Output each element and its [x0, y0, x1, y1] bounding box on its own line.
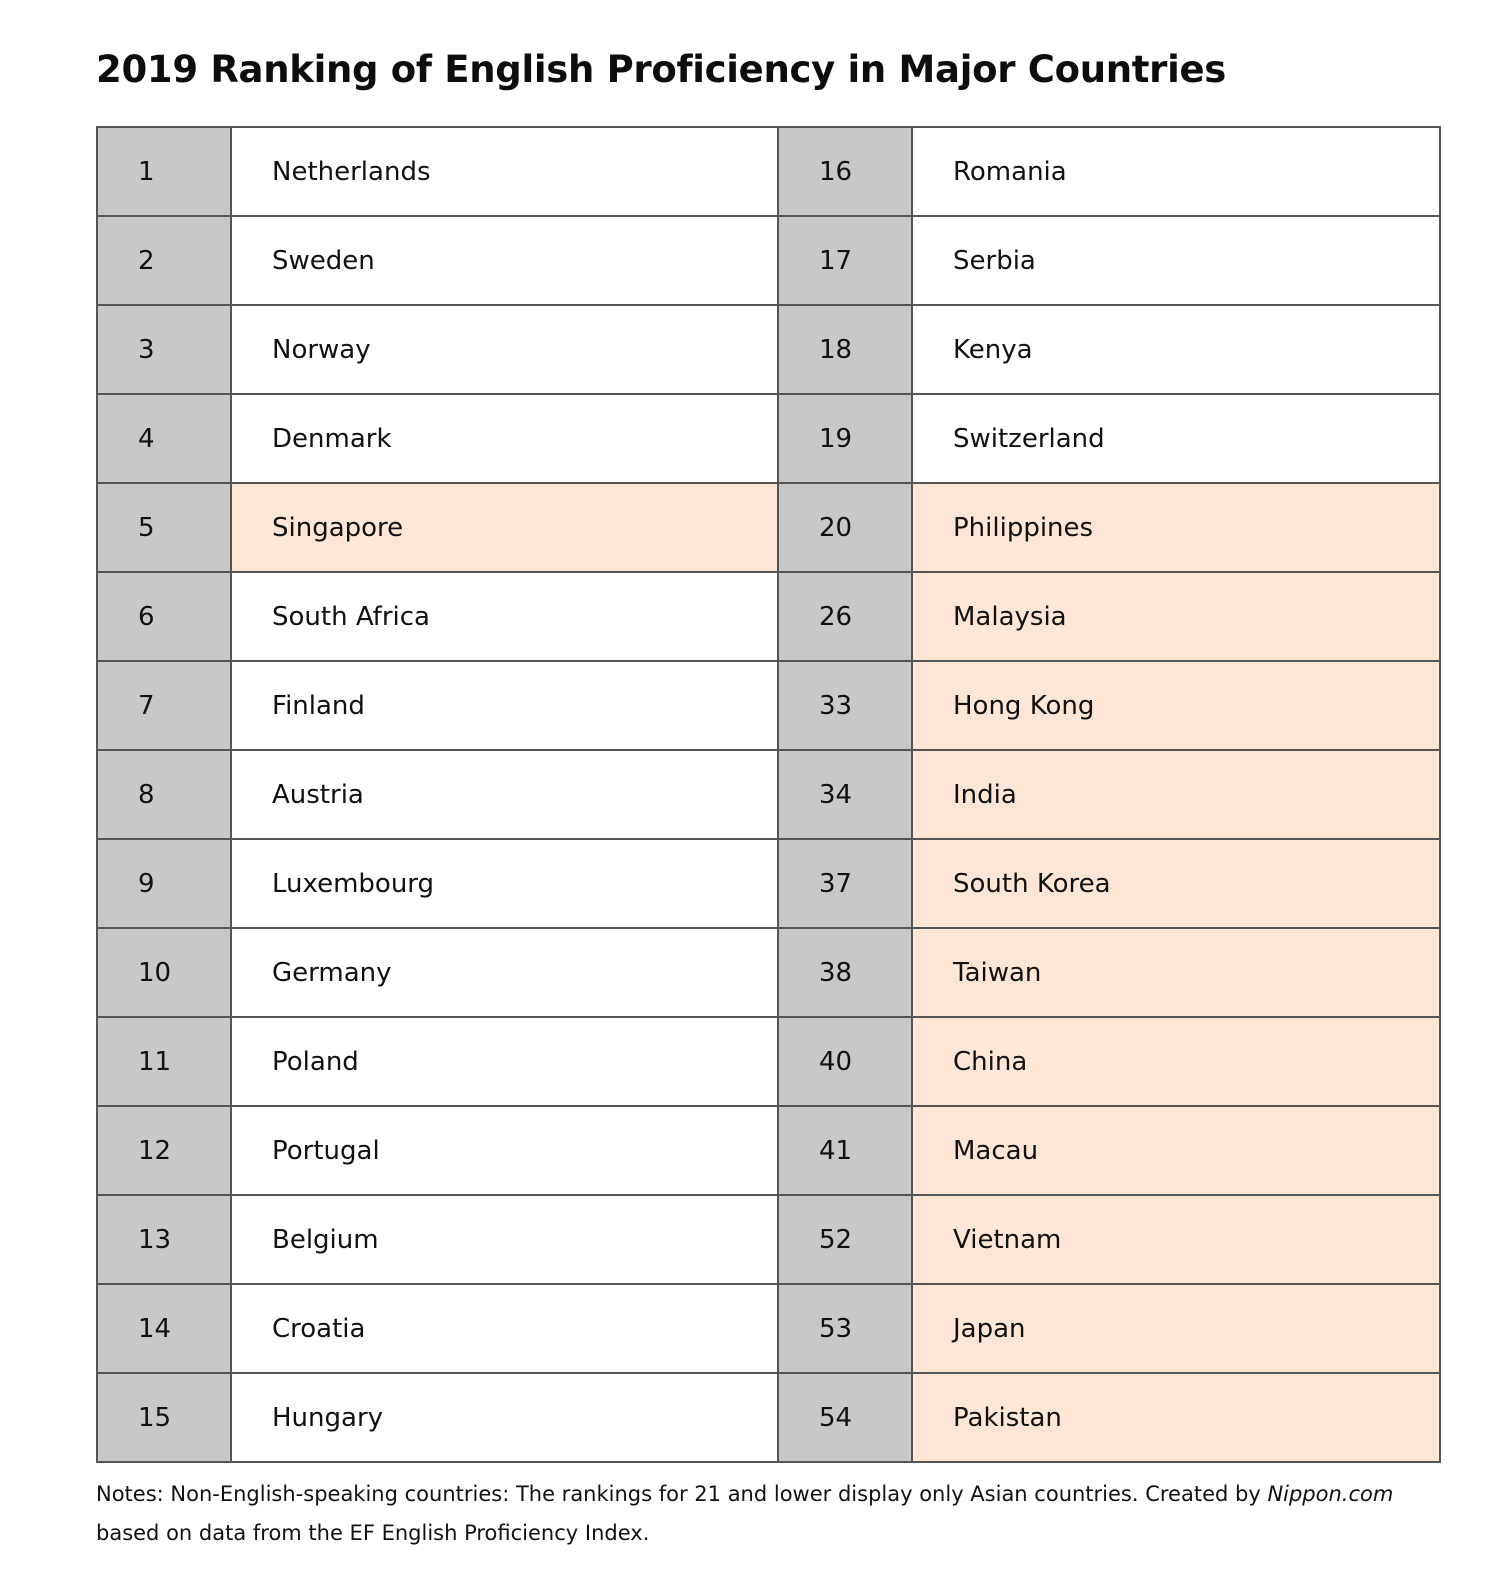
- notes: Notes: Non-English-speaking countries: T…: [96, 1475, 1426, 1553]
- rank-cell: 26: [777, 571, 913, 662]
- country-cell: Portugal: [230, 1105, 779, 1196]
- rank-cell: 18: [777, 304, 913, 395]
- country-cell: Vietnam: [911, 1194, 1441, 1285]
- table-row: 7 Finland 33 Hong Kong: [96, 660, 1441, 751]
- table-row: 5 Singapore 20 Philippines: [96, 482, 1441, 573]
- country-cell: Romania: [911, 126, 1441, 217]
- notes-text-2: based on data from the EF English Profic…: [96, 1521, 650, 1545]
- rank-cell: 20: [777, 482, 913, 573]
- country-cell: Philippines: [911, 482, 1441, 573]
- table-row: 3 Norway 18 Kenya: [96, 304, 1441, 395]
- rank-cell: 11: [96, 1016, 232, 1107]
- country-cell: Macau: [911, 1105, 1441, 1196]
- country-cell: Japan: [911, 1283, 1441, 1374]
- country-cell: Netherlands: [230, 126, 779, 217]
- table-row: 2 Sweden 17 Serbia: [96, 215, 1441, 306]
- rank-cell: 7: [96, 660, 232, 751]
- country-cell: Hong Kong: [911, 660, 1441, 751]
- rank-cell: 16: [777, 126, 913, 217]
- source-name: Nippon.com: [1267, 1482, 1394, 1506]
- table-row: 10 Germany 38 Taiwan: [96, 927, 1441, 1018]
- rank-cell: 9: [96, 838, 232, 929]
- table-row: 14 Croatia 53 Japan: [96, 1283, 1441, 1374]
- rank-cell: 8: [96, 749, 232, 840]
- table-row: 9 Luxembourg 37 South Korea: [96, 838, 1441, 929]
- country-cell: Finland: [230, 660, 779, 751]
- table-row: 12 Portugal 41 Macau: [96, 1105, 1441, 1196]
- table-row: 13 Belgium 52 Vietnam: [96, 1194, 1441, 1285]
- rank-cell: 2: [96, 215, 232, 306]
- country-cell: Serbia: [911, 215, 1441, 306]
- country-cell: Poland: [230, 1016, 779, 1107]
- rank-cell: 41: [777, 1105, 913, 1196]
- ranking-table: 1 Netherlands 16 Romania 2 Sweden 17 Serbia 3 Nor…: [96, 126, 1441, 1463]
- rank-cell: 19: [777, 393, 913, 484]
- rank-cell: 6: [96, 571, 232, 662]
- country-cell: Belgium: [230, 1194, 779, 1285]
- table-row: 1 Netherlands 16 Romania: [96, 126, 1441, 217]
- rank-cell: 5: [96, 482, 232, 573]
- country-cell: Kenya: [911, 304, 1441, 395]
- country-cell: Singapore: [230, 482, 779, 573]
- rank-cell: 15: [96, 1372, 232, 1463]
- table-row: 8 Austria 34 India: [96, 749, 1441, 840]
- country-cell: South Korea: [911, 838, 1441, 929]
- country-cell: Switzerland: [911, 393, 1441, 484]
- rank-cell: 12: [96, 1105, 232, 1196]
- rank-cell: 34: [777, 749, 913, 840]
- country-cell: Taiwan: [911, 927, 1441, 1018]
- country-cell: Pakistan: [911, 1372, 1441, 1463]
- rank-cell: 17: [777, 215, 913, 306]
- notes-text: Notes: Non-English-speaking countries: T…: [96, 1482, 1268, 1506]
- table-row: 4 Denmark 19 Switzerland: [96, 393, 1441, 484]
- table-row: 11 Poland 40 China: [96, 1016, 1441, 1107]
- rank-cell: 14: [96, 1283, 232, 1374]
- rank-cell: 38: [777, 927, 913, 1018]
- country-cell: Malaysia: [911, 571, 1441, 662]
- rank-cell: 37: [777, 838, 913, 929]
- rank-cell: 13: [96, 1194, 232, 1285]
- rank-cell: 53: [777, 1283, 913, 1374]
- rank-cell: 3: [96, 304, 232, 395]
- rank-cell: 1: [96, 126, 232, 217]
- country-cell: India: [911, 749, 1441, 840]
- country-cell: Austria: [230, 749, 779, 840]
- rank-cell: 10: [96, 927, 232, 1018]
- rank-cell: 52: [777, 1194, 913, 1285]
- table-row: 6 South Africa 26 Malaysia: [96, 571, 1441, 662]
- country-cell: Hungary: [230, 1372, 779, 1463]
- country-cell: Luxembourg: [230, 838, 779, 929]
- country-cell: Croatia: [230, 1283, 779, 1374]
- rank-cell: 54: [777, 1372, 913, 1463]
- rank-cell: 4: [96, 393, 232, 484]
- chart-title: 2019 Ranking of English Proficiency in M…: [96, 48, 1227, 91]
- rank-cell: 40: [777, 1016, 913, 1107]
- country-cell: Germany: [230, 927, 779, 1018]
- table-row: 15 Hungary 54 Pakistan: [96, 1372, 1441, 1463]
- country-cell: South Africa: [230, 571, 779, 662]
- country-cell: Denmark: [230, 393, 779, 484]
- country-cell: China: [911, 1016, 1441, 1107]
- country-cell: Norway: [230, 304, 779, 395]
- country-cell: Sweden: [230, 215, 779, 306]
- rank-cell: 33: [777, 660, 913, 751]
